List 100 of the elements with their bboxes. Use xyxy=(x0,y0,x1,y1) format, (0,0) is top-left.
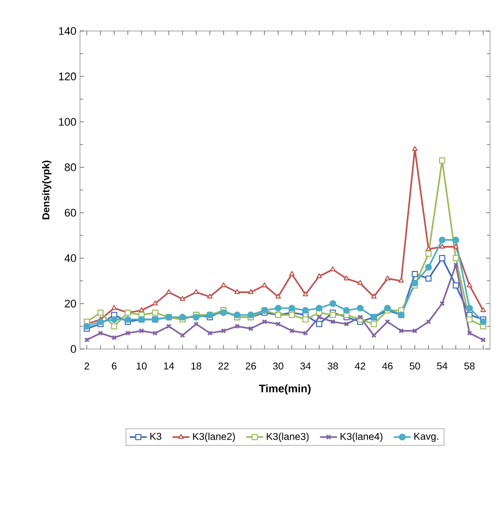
point xyxy=(152,300,158,306)
point xyxy=(262,282,268,288)
point xyxy=(180,332,186,338)
x-tick-label: 30 xyxy=(273,362,284,370)
x-axis-title: Time(min) xyxy=(259,384,311,395)
point xyxy=(98,330,104,336)
point xyxy=(330,266,336,272)
x-tick-label: 50 xyxy=(410,362,420,370)
y-tick-label: 20 xyxy=(64,300,76,308)
x-tick-label: 2 xyxy=(84,362,90,370)
point xyxy=(289,270,295,276)
point xyxy=(343,306,350,314)
point xyxy=(453,244,459,249)
point xyxy=(452,236,460,244)
point xyxy=(453,262,458,268)
point xyxy=(344,275,350,280)
point xyxy=(330,319,336,324)
point xyxy=(302,316,309,323)
point xyxy=(316,304,323,312)
point xyxy=(192,314,200,321)
point xyxy=(248,289,254,294)
y-tick-label: 80 xyxy=(64,163,76,172)
point xyxy=(125,330,130,336)
point xyxy=(289,328,294,334)
x-tick-label: 6 xyxy=(112,362,117,370)
point xyxy=(220,328,226,334)
point xyxy=(398,328,404,334)
x-tick-label: 46 xyxy=(382,362,393,370)
point xyxy=(124,316,132,323)
point xyxy=(207,330,212,336)
point xyxy=(384,304,391,312)
point xyxy=(426,319,432,324)
point xyxy=(412,270,418,278)
point xyxy=(152,310,158,316)
point xyxy=(384,275,390,280)
y-tick-label: 0 xyxy=(70,345,76,353)
point xyxy=(371,294,377,299)
point xyxy=(480,318,487,326)
x-tick-label: 22 xyxy=(218,362,229,370)
point xyxy=(220,309,227,316)
point xyxy=(110,316,118,323)
point xyxy=(152,330,158,336)
point xyxy=(276,321,281,327)
point xyxy=(138,307,144,312)
point xyxy=(112,335,117,340)
x-tick-label: 42 xyxy=(354,362,366,370)
point xyxy=(234,289,240,294)
point xyxy=(247,312,254,318)
point xyxy=(248,326,254,332)
point xyxy=(234,324,240,329)
point xyxy=(439,157,446,164)
point xyxy=(466,282,472,288)
y-tick-label: 120 xyxy=(59,72,76,80)
point xyxy=(274,304,282,312)
point xyxy=(220,282,226,288)
point xyxy=(356,304,364,312)
point xyxy=(302,330,308,336)
point xyxy=(452,255,459,262)
point xyxy=(316,320,322,328)
x-tick-label: 10 xyxy=(136,362,147,370)
point xyxy=(302,306,309,314)
point xyxy=(329,300,336,307)
point xyxy=(398,278,404,283)
y-tick-label: 100 xyxy=(59,118,76,126)
point xyxy=(316,273,322,278)
point xyxy=(425,275,432,282)
point xyxy=(194,321,199,327)
point xyxy=(466,304,473,312)
point xyxy=(166,324,172,329)
point xyxy=(111,323,118,330)
x-tick-label: 18 xyxy=(191,362,202,370)
point xyxy=(180,296,186,301)
point xyxy=(357,280,363,285)
legend-label: K3(lane4) xyxy=(340,432,382,442)
point xyxy=(111,305,117,310)
point xyxy=(439,244,445,249)
y-tick-label: 60 xyxy=(64,208,76,217)
point xyxy=(302,291,308,296)
point xyxy=(179,314,186,321)
point xyxy=(83,322,90,330)
point xyxy=(316,314,322,320)
x-tick-label: 14 xyxy=(164,362,174,370)
x-tick-label: 58 xyxy=(464,362,475,370)
point xyxy=(344,321,350,327)
point xyxy=(439,255,446,262)
y-tick-label: 40 xyxy=(64,254,76,262)
point xyxy=(438,236,446,244)
point xyxy=(262,319,268,324)
point xyxy=(234,312,241,318)
point xyxy=(370,320,377,328)
y-axis-title: Density(vpk) xyxy=(42,160,52,220)
x-tick-label: 38 xyxy=(328,362,338,370)
point xyxy=(425,250,432,257)
x-tick-label: 34 xyxy=(300,362,311,370)
point xyxy=(412,328,418,334)
x-tick-label: 26 xyxy=(246,362,256,370)
point xyxy=(97,310,104,316)
point xyxy=(452,282,459,288)
point xyxy=(193,289,199,294)
legend-label: Kavg. xyxy=(414,432,438,442)
